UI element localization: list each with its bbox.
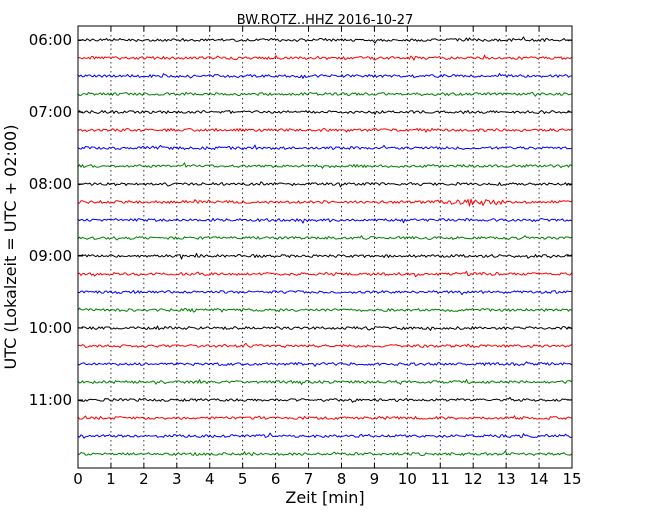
x-tick-label: 5 xyxy=(238,470,248,488)
x-tick-label: 6 xyxy=(271,470,281,488)
seismic-trace xyxy=(77,91,572,97)
y-tick-label: 10:00 xyxy=(29,319,72,337)
seismic-trace xyxy=(77,289,572,296)
seismic-trace xyxy=(77,198,572,207)
grid-lines xyxy=(110,26,540,468)
seismic-trace xyxy=(77,450,572,457)
plot-frame xyxy=(77,25,573,469)
seismic-trace xyxy=(77,235,572,241)
x-tick-label: 14 xyxy=(530,470,549,488)
y-tick-label: 08:00 xyxy=(29,175,72,193)
seismic-trace xyxy=(77,270,572,278)
seismic-trace xyxy=(77,325,572,331)
x-tick-label: 7 xyxy=(304,470,314,488)
seismic-trace xyxy=(77,36,572,44)
x-tick-label: 10 xyxy=(398,470,417,488)
seismic-trace xyxy=(77,109,572,115)
x-axis-label: Zeit [min] xyxy=(285,488,364,507)
x-tick-label: 11 xyxy=(431,470,450,488)
seismic-trace xyxy=(77,307,572,313)
seismic-trace xyxy=(77,432,572,439)
seismic-trace xyxy=(77,361,572,367)
x-tick-label: 1 xyxy=(106,470,116,488)
y-tick-label: 11:00 xyxy=(29,391,72,409)
x-tick-label: 13 xyxy=(497,470,516,488)
seismic-trace xyxy=(78,342,572,348)
seismic-trace xyxy=(77,181,572,188)
y-axis-label: UTC (Lokalzeit = UTC + 02:00) xyxy=(1,125,20,370)
seismic-trace xyxy=(77,127,572,133)
trace-layer xyxy=(77,36,572,457)
x-axis: 0 1 2 3 4 5 6 7 8 9 10 11 12 13 14 15 xyxy=(73,26,582,488)
y-tick-label: 06:00 xyxy=(29,31,72,49)
x-tick-label: 12 xyxy=(464,470,483,488)
seismic-trace xyxy=(77,162,572,169)
seismic-trace xyxy=(77,217,572,224)
x-tick-label: 15 xyxy=(562,470,581,488)
seismic-trace xyxy=(77,379,572,385)
seismic-trace xyxy=(77,252,572,260)
y-tick-label: 09:00 xyxy=(29,247,72,265)
chart-title: BW.ROTZ..HHZ 2016-10-27 xyxy=(237,13,413,28)
x-tick-label: 0 xyxy=(73,470,83,488)
x-tick-label: 9 xyxy=(370,470,380,488)
y-axis: 06:00 07:00 08:00 09:00 10:00 11:00 xyxy=(29,31,572,409)
seismic-trace xyxy=(77,54,572,61)
y-tick-label: 07:00 xyxy=(29,103,72,121)
seismic-trace xyxy=(77,415,572,420)
seismic-trace xyxy=(77,396,572,403)
x-tick-label: 4 xyxy=(205,470,215,488)
x-tick-label: 2 xyxy=(139,470,149,488)
seismic-trace xyxy=(77,73,572,79)
seismic-trace xyxy=(77,144,572,151)
x-tick-label: 8 xyxy=(337,470,347,488)
x-tick-label: 3 xyxy=(172,470,182,488)
